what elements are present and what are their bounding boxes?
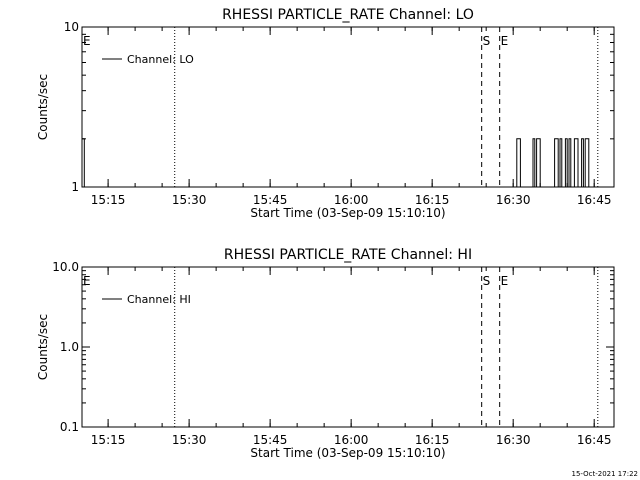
x-tick-label: 16:45	[577, 433, 612, 447]
y-tick-label: 1	[71, 180, 79, 194]
legend-label: Channel: LO	[127, 53, 194, 66]
chart-title: RHESSI PARTICLE_RATE Channel: HI	[224, 247, 472, 263]
x-tick-label: 16:45	[577, 193, 612, 207]
x-tick-label: 16:30	[496, 433, 531, 447]
x-tick-label: 16:15	[415, 433, 450, 447]
x-tick-label: 15:30	[172, 193, 207, 207]
y-tick-label: 1.0	[60, 340, 79, 354]
footer-timestamp: 15-Oct-2021 17:22	[572, 470, 638, 478]
x-tick-label: 16:00	[334, 193, 369, 207]
x-tick-label: 15:15	[91, 433, 126, 447]
marker-label: E	[501, 34, 509, 48]
chart-panel-1: RHESSI PARTICLE_RATE Channel: HI 15:15 15:…	[36, 247, 615, 460]
series-line-0	[82, 138, 591, 188]
x-tick-label: 15:45	[253, 193, 288, 207]
x-tick-label: 16:00	[334, 433, 369, 447]
x-tick-label: 15:45	[253, 433, 288, 447]
x-axis-label: Start Time (03-Sep-09 15:10:10)	[250, 206, 445, 220]
x-tick-label: 16:15	[415, 193, 450, 207]
x-tick-label: 15:30	[172, 433, 207, 447]
marker-label: S	[483, 274, 491, 288]
y-axis-label: Counts/sec	[36, 74, 50, 140]
x-tick-label: 16:30	[496, 193, 531, 207]
y-tick-label: 10	[64, 20, 79, 34]
x-tick-label: 15:15	[91, 193, 126, 207]
marker-label: E	[501, 274, 509, 288]
y-tick-label: 0.1	[60, 420, 79, 434]
chart-title: RHESSI PARTICLE_RATE Channel: LO	[222, 7, 474, 23]
marker-label: E	[83, 274, 91, 288]
x-axis-label: Start Time (03-Sep-09 15:10:10)	[250, 446, 445, 460]
legend-label: Channel: HI	[127, 293, 191, 306]
marker-label: S	[483, 34, 491, 48]
marker-label: E	[83, 34, 91, 48]
y-axis-label: Counts/sec	[36, 314, 50, 380]
y-tick-label: 10.0	[52, 260, 79, 274]
chart-panel-0: RHESSI PARTICLE_RATE Channel: LO 15:15 15:…	[36, 7, 615, 220]
